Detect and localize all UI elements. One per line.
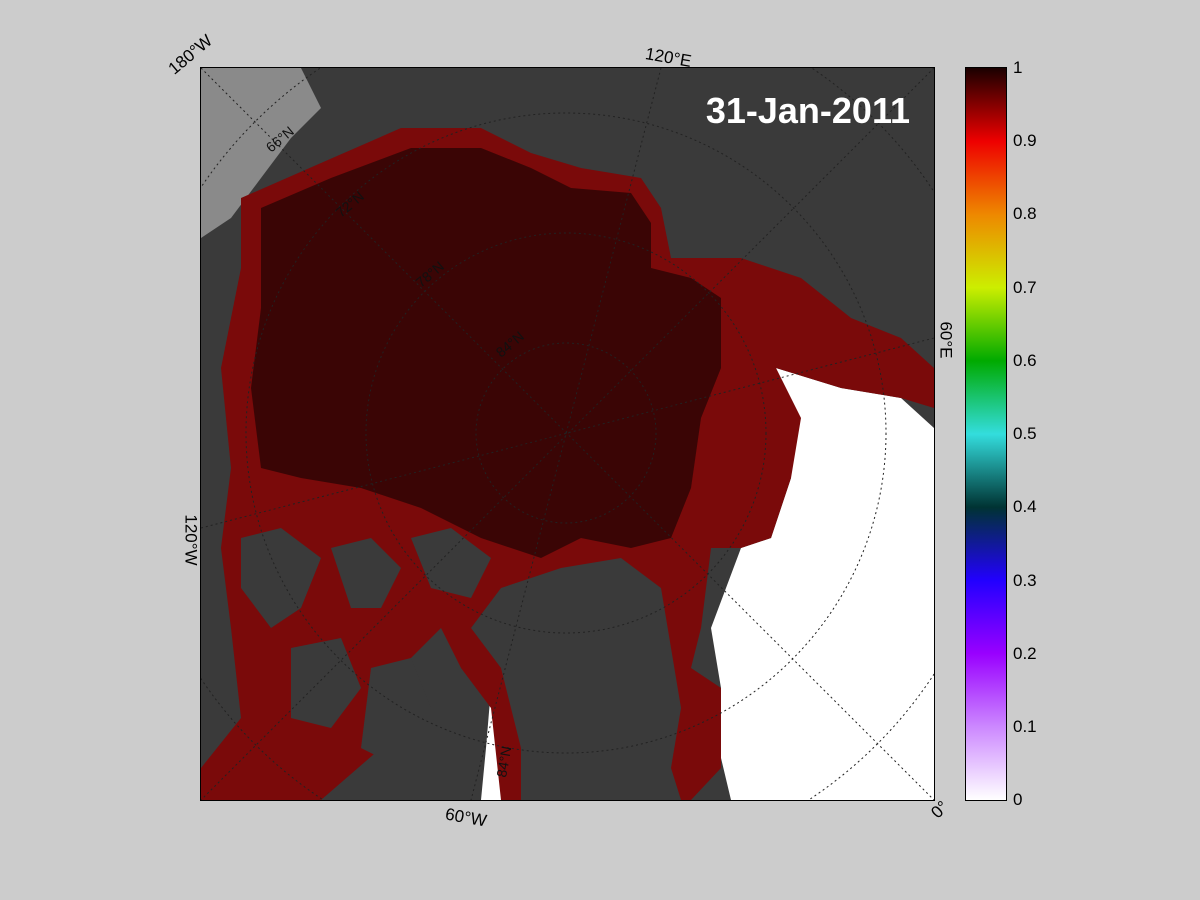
island-3 bbox=[411, 528, 491, 598]
sea-ice-core bbox=[251, 148, 721, 558]
date-label: 31-Jan-2011 bbox=[705, 90, 910, 131]
map-canvas: 66°N 72°N 78°N 84°N 84°N bbox=[201, 68, 934, 800]
island-1 bbox=[241, 528, 321, 628]
colorbar-tick-0.8: 0.8 bbox=[1013, 204, 1037, 223]
colorbar bbox=[965, 67, 1007, 801]
lon-label-60w: 60°W bbox=[443, 804, 489, 831]
colorbar-tick-0: 0 bbox=[1013, 790, 1023, 809]
meridian-60e-120w bbox=[201, 337, 934, 529]
latitude-circle-72 bbox=[245, 112, 887, 754]
latitude-circle-78 bbox=[365, 232, 767, 634]
colorbar-tick-0.1: 0.1 bbox=[1013, 717, 1037, 736]
colorbar-tick-0.6: 0.6 bbox=[1013, 351, 1037, 370]
latitude-circle-84 bbox=[475, 342, 657, 524]
colorbar-gradient bbox=[966, 68, 1006, 800]
light-land-region bbox=[201, 68, 321, 238]
colorbar-tick-0.5: 0.5 bbox=[1013, 424, 1037, 443]
open-water-region bbox=[711, 368, 934, 800]
colorbar-tick-0.7: 0.7 bbox=[1013, 278, 1037, 297]
colorbar-tick-1: 1 bbox=[1013, 58, 1023, 77]
colorbar-fill bbox=[966, 68, 1006, 800]
island-2 bbox=[331, 538, 401, 608]
meridian-120e-60w bbox=[470, 68, 662, 800]
lon-label-120w: 120°W bbox=[181, 514, 201, 566]
lat-label-84-bottom: 84°N bbox=[493, 745, 514, 779]
lon-label-0: 0° bbox=[927, 797, 953, 823]
island-4 bbox=[291, 638, 361, 728]
greenland-land bbox=[471, 558, 681, 800]
colorbar-tick-0.9: 0.9 bbox=[1013, 131, 1037, 150]
colorbar-tick-0.2: 0.2 bbox=[1013, 644, 1037, 663]
colorbar-tick-0.3: 0.3 bbox=[1013, 571, 1037, 590]
island-5 bbox=[361, 658, 431, 768]
colorbar-tick-0.4: 0.4 bbox=[1013, 497, 1037, 516]
lon-label-60e: 60°E bbox=[936, 321, 956, 359]
sea-ice-map: 66°N 72°N 78°N 84°N 84°N 31-Jan-2011 bbox=[200, 67, 935, 801]
